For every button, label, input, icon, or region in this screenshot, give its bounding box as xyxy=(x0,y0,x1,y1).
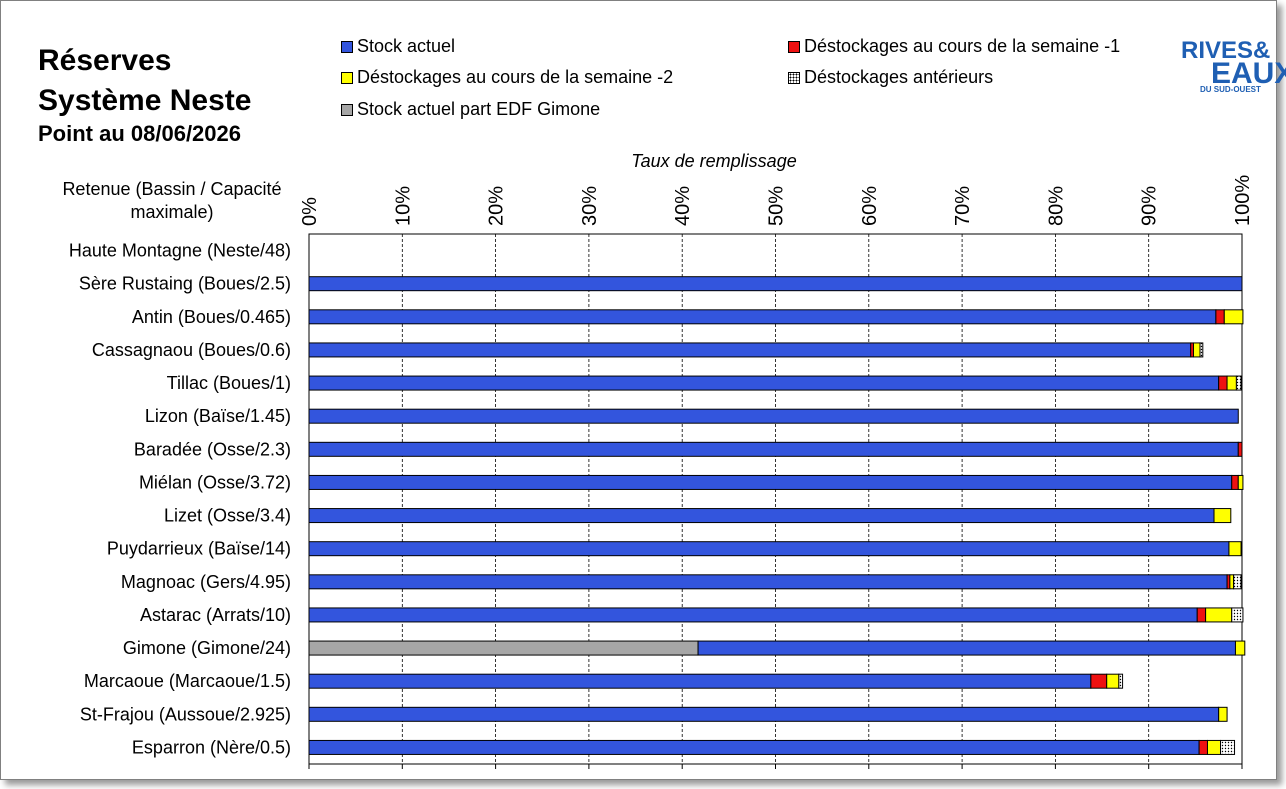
bar-segment xyxy=(1235,375,1242,391)
category-label: Baradée (Osse/2.3) xyxy=(134,439,291,459)
rives-eaux-logo: RIVES& EAUX DU SUD-OUEST xyxy=(1178,37,1286,99)
bar-segment xyxy=(1090,673,1108,689)
legend-label: Stock actuel part EDF Gimone xyxy=(357,99,601,119)
legend-swatch xyxy=(341,71,353,84)
x-tick-label: 60% xyxy=(859,186,881,226)
category-label: Astarac (Arrats/10) xyxy=(140,605,291,625)
bar-segment xyxy=(1223,309,1244,325)
x-axis-label: Taux de remplissage xyxy=(631,151,796,171)
report-date: Point au 08/06/2026 xyxy=(38,121,241,146)
bar-segment xyxy=(308,375,1220,391)
bar-segment xyxy=(308,541,1230,557)
x-tick-label: 90% xyxy=(1139,186,1161,226)
bar-segment xyxy=(1234,640,1246,656)
chart-subtitle: Système Neste xyxy=(38,84,252,117)
bar-segment xyxy=(308,706,1220,722)
x-tick-label: 20% xyxy=(486,186,508,226)
category-label: Gimone (Gimone/24) xyxy=(123,638,291,658)
category-label: Esparron (Nère/0.5) xyxy=(132,737,291,757)
x-tick-label: 0% xyxy=(299,197,321,226)
x-tick-label: 100% xyxy=(1232,175,1254,226)
bar-segment xyxy=(1220,739,1236,755)
bar-segment xyxy=(1198,739,1208,755)
category-label: Marcaoue (Marcaoue/1.5) xyxy=(84,671,291,691)
logo-text: RIVES& xyxy=(1181,37,1271,64)
x-tick-label: 80% xyxy=(1045,186,1067,226)
bar-segment xyxy=(308,508,1215,524)
y-axis-label-line2: maximale) xyxy=(130,202,213,222)
bar-segment xyxy=(1218,375,1228,391)
legend-item-semaine-1: Déstockages au cours de la semaine -1 xyxy=(788,36,1120,57)
legend-label: Déstockages antérieurs xyxy=(804,67,994,87)
bar-segment xyxy=(1229,574,1235,590)
bar-segment xyxy=(1196,607,1207,623)
chart-title: Réserves xyxy=(38,44,172,77)
bar-segment xyxy=(308,441,1239,457)
logo-text: EAUX xyxy=(1211,57,1286,90)
legend-label: Déstockages au cours de la semaine -1 xyxy=(804,36,1121,56)
category-label: Sère Rustaing (Boues/2.5) xyxy=(79,274,291,294)
category-label: Lizet (Osse/3.4) xyxy=(164,506,291,526)
logo-text: DU SUD-OUEST xyxy=(1200,85,1261,94)
bar-segment xyxy=(1205,607,1233,623)
bar-segment xyxy=(1233,574,1242,590)
bar-segment xyxy=(1118,673,1124,689)
bar-segment xyxy=(1231,474,1239,490)
bar-segment xyxy=(1228,541,1242,557)
category-label: Miélan (Osse/3.72) xyxy=(139,472,291,492)
bar-segment xyxy=(308,607,1198,623)
category-label: Lizon (Baïse/1.45) xyxy=(145,406,291,426)
bar-segment xyxy=(1192,342,1201,358)
bar-segment xyxy=(308,739,1200,755)
x-tick-label: 70% xyxy=(952,186,974,226)
category-label: Tillac (Boues/1) xyxy=(167,373,291,393)
bar-segment xyxy=(697,640,1236,656)
bar-segment xyxy=(1237,474,1244,490)
legend-item-anterieurs: Déstockages antérieurs xyxy=(788,67,993,88)
legend-swatch xyxy=(341,103,353,116)
category-label: Puydarrieux (Baïse/14) xyxy=(107,539,291,559)
bar-segment xyxy=(1237,441,1243,457)
bar-segment xyxy=(1215,309,1225,325)
bar-segment xyxy=(308,309,1217,325)
bar-segment xyxy=(308,342,1192,358)
bar-segment xyxy=(1199,342,1204,358)
category-label: Cassagnaou (Boues/0.6) xyxy=(92,340,291,360)
bar-segment xyxy=(1206,739,1222,755)
legend-swatch xyxy=(341,40,353,53)
bar-segment xyxy=(1226,375,1237,391)
legend-item-edf-gimone: Stock actuel part EDF Gimone xyxy=(341,99,600,120)
legend-label: Déstockages au cours de la semaine -2 xyxy=(357,67,674,87)
x-tick-label: 30% xyxy=(579,186,601,226)
bar-segment xyxy=(308,474,1233,490)
legend-item-stock-actuel: Stock actuel xyxy=(341,36,455,57)
bar-segment xyxy=(1106,673,1120,689)
x-tick-label: 40% xyxy=(672,186,694,226)
category-label: Antin (Boues/0.465) xyxy=(132,307,291,327)
x-tick-label: 10% xyxy=(392,186,414,226)
bar-segment xyxy=(308,574,1228,590)
category-label: Magnoac (Gers/4.95) xyxy=(121,572,291,592)
legend-swatch xyxy=(788,40,800,53)
bar-segment xyxy=(308,276,1243,292)
category-label: St-Frajou (Aussoue/2.925) xyxy=(80,704,291,724)
legend-item-semaine-2: Déstockages au cours de la semaine -2 xyxy=(341,67,673,88)
category-label: Haute Montagne (Neste/48) xyxy=(69,241,291,261)
bar-segment xyxy=(308,673,1092,689)
legend-label: Stock actuel xyxy=(357,36,456,56)
bar-segment xyxy=(308,640,699,656)
bar-segment xyxy=(1231,607,1244,623)
legend-swatch xyxy=(788,71,800,84)
bar-segment xyxy=(1218,706,1228,722)
y-axis-label-line1: Retenue (Bassin / Capacité xyxy=(62,179,281,199)
x-tick-label: 50% xyxy=(766,186,788,226)
bar-segment xyxy=(308,408,1239,424)
bar-segment xyxy=(1213,508,1232,524)
